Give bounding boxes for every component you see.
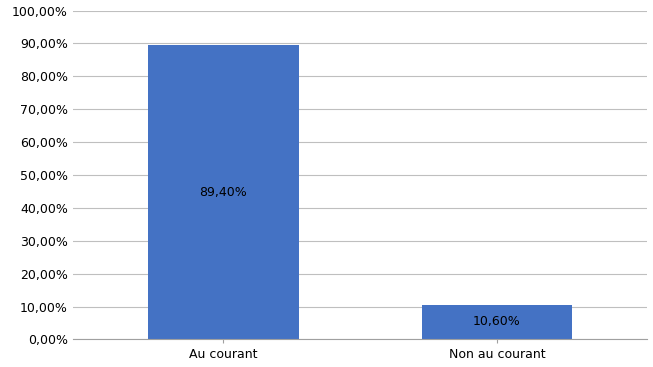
Bar <box>148 46 298 339</box>
Text: 89,40%: 89,40% <box>199 186 247 199</box>
Bar <box>422 305 572 339</box>
Text: 10,60%: 10,60% <box>473 316 521 328</box>
